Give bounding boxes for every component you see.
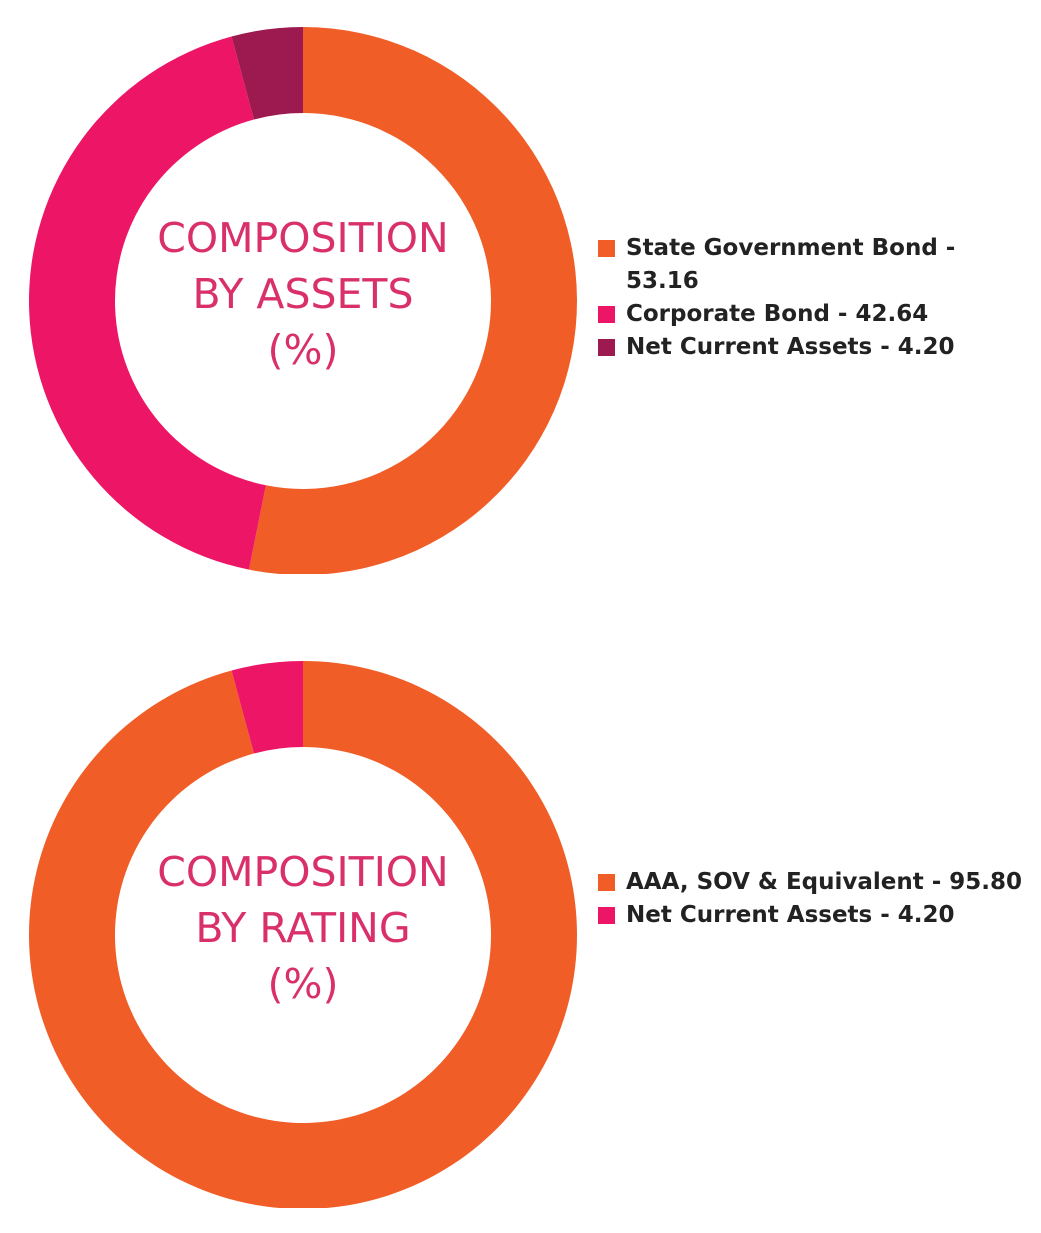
- assets-center-title: COMPOSITION BY ASSETS (%): [118, 14, 488, 574]
- legend-label-2: Corporate Bond - 42.64: [626, 301, 929, 327]
- legend-swatch-2: [598, 907, 615, 924]
- legend-item-2: Corporate Bond - 42.64: [598, 298, 1028, 331]
- donut-slice-3: [231, 27, 303, 120]
- legend-item-3: Net Current Assets - 4.20: [598, 331, 1028, 364]
- composition-by-assets-chart: COMPOSITION BY ASSETS (%) State Governme…: [0, 14, 1041, 574]
- legend-swatch-1: [598, 874, 615, 891]
- assets-donut: [29, 27, 577, 574]
- legend-swatch-2: [598, 306, 615, 323]
- legend-swatch-1: [598, 240, 615, 257]
- legend-label-1: AAA, SOV & Equivalent - 95.80: [626, 869, 1023, 895]
- assets-title-line-1: COMPOSITION: [157, 214, 449, 262]
- legend-item-1: AAA, SOV & Equivalent - 95.80: [598, 866, 1028, 899]
- rating-title-line-1: COMPOSITION: [157, 848, 449, 896]
- legend-swatch-3: [598, 339, 615, 356]
- legend-label-2: Net Current Assets - 4.20: [626, 902, 955, 928]
- rating-center-title: COMPOSITION BY RATING (%): [118, 648, 488, 1208]
- legend-label-3: Net Current Assets - 4.20: [626, 334, 955, 360]
- rating-title-line-2: BY RATING: [195, 904, 411, 952]
- donut-slice-2: [29, 36, 266, 570]
- legend-item-1: State Government Bond - 53.16: [598, 232, 1028, 298]
- rating-donut: [29, 661, 577, 1208]
- donut-slice-1: [29, 661, 577, 1208]
- donut-slice-1: [248, 27, 577, 574]
- donut-slice-2: [231, 661, 303, 754]
- composition-by-rating-chart: COMPOSITION BY RATING (%) AAA, SOV & Equ…: [0, 648, 1041, 1208]
- assets-title-line-2: BY ASSETS: [192, 270, 414, 318]
- legend-label-1: State Government Bond - 53.16: [626, 235, 956, 294]
- assets-legend: State Government Bond - 53.16 Corporate B…: [598, 232, 1028, 364]
- rating-legend: AAA, SOV & Equivalent - 95.80 Net Current…: [598, 866, 1028, 932]
- rating-title-line-3: (%): [267, 960, 339, 1008]
- assets-title-line-3: (%): [267, 326, 339, 374]
- legend-item-2: Net Current Assets - 4.20: [598, 899, 1028, 932]
